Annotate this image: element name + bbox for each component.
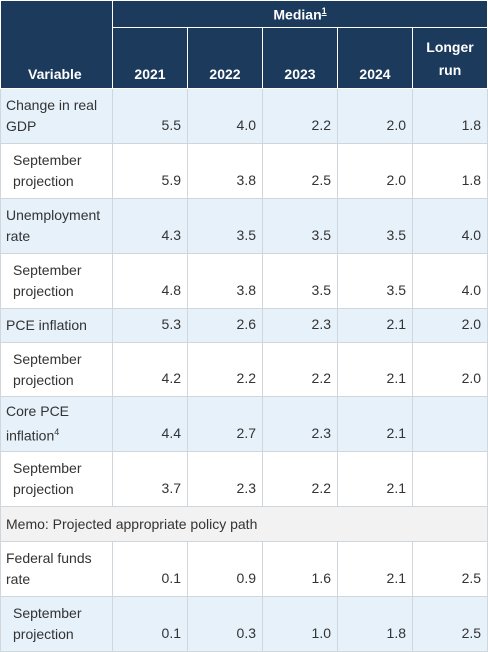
footnote-link[interactable]: 1 [321,5,327,16]
cell-value: 2.5 [411,541,488,597]
year-header-2023: 2023 [262,27,338,89]
memo-label: Memo: Projected appropriate policy path [0,506,488,542]
row-label: September projection [0,451,113,507]
table-row: Unemployment rate 4.3 3.5 3.5 3.5 4.0 [0,198,488,254]
cell-value [411,396,488,452]
row-label: Core PCE inflation4 [0,396,113,452]
memo-row: Memo: Projected appropriate policy path [0,506,488,542]
cell-value: 1.0 [262,596,338,652]
table-row: September projection 3.7 2.3 2.2 2.1 [0,451,488,507]
median-header: Median1 [111,0,488,28]
cell-value: 0.1 [112,596,188,652]
footnote-link[interactable]: 4 [54,427,60,438]
cell-value: 1.8 [411,143,488,199]
cell-value: 5.5 [112,88,188,144]
cell-value: 2.1 [337,342,413,397]
row-label: Unemployment rate [0,198,113,254]
cell-value: 0.9 [187,541,263,597]
row-label: September projection [0,253,113,309]
table-row: September projection 5.9 3.8 2.5 2.0 1.8 [0,143,488,199]
cell-value: 4.0 [411,198,488,254]
year-header-2021: 2021 [112,27,188,89]
table-row: PCE inflation 5.3 2.6 2.3 2.1 2.0 [0,308,488,343]
cell-value [411,451,488,507]
cell-value: 3.8 [187,143,263,199]
variable-header: Variable [0,0,113,89]
cell-value: 4.8 [112,253,188,309]
cell-value: 2.2 [262,342,338,397]
cell-value: 4.4 [112,396,188,452]
cell-value: 2.5 [262,143,338,199]
table-row: September projection 4.2 2.2 2.2 2.1 2.0 [0,342,488,397]
cell-value: 2.6 [187,308,263,343]
row-label: September projection [0,143,113,199]
cell-value: 2.0 [411,308,488,343]
cell-value: 2.2 [187,342,263,397]
table-row: Change in real GDP 5.5 4.0 2.2 2.0 1.8 [0,88,488,144]
cell-value: 2.0 [337,88,413,144]
cell-value: 2.2 [262,451,338,507]
cell-value: 2.7 [187,396,263,452]
cell-value: 2.0 [411,342,488,397]
cell-value: 2.3 [262,396,338,452]
cell-value: 4.2 [112,342,188,397]
row-label: Change in real GDP [0,88,113,144]
table-row: Federal funds rate 0.1 0.9 1.6 2.1 2.5 [0,541,488,597]
cell-value: 2.5 [411,596,488,652]
cell-value: 2.2 [262,88,338,144]
cell-value: 3.5 [187,198,263,254]
cell-value: 2.1 [337,396,413,452]
row-label: September projection [0,596,113,652]
cell-value: 4.0 [411,253,488,309]
cell-value: 4.0 [187,88,263,144]
cell-value: 4.3 [112,198,188,254]
table-row: September projection 0.1 0.3 1.0 1.8 2.5 [0,596,488,652]
cell-value: 3.5 [262,198,338,254]
cell-value: 2.3 [262,308,338,343]
cell-value: 2.1 [337,451,413,507]
table-row: September projection 4.8 3.8 3.5 3.5 4.0 [0,253,488,309]
cell-value: 1.8 [337,596,413,652]
year-header-2022: 2022 [187,27,263,89]
year-header-2024: 2024 [337,27,413,89]
longer-run-header: Longer run [411,27,488,89]
cell-value: 5.3 [112,308,188,343]
cell-value: 3.5 [337,253,413,309]
cell-value: 1.8 [411,88,488,144]
cell-value: 2.1 [337,308,413,343]
table-row: Core PCE inflation4 4.4 2.7 2.3 2.1 [0,396,488,452]
cell-value: 1.6 [262,541,338,597]
cell-value: 3.8 [187,253,263,309]
cell-value: 3.5 [337,198,413,254]
row-label: September projection [0,342,113,397]
cell-value: 0.3 [187,596,263,652]
cell-value: 5.9 [112,143,188,199]
cell-value: 3.7 [112,451,188,507]
cell-value: 2.3 [187,451,263,507]
cell-value: 3.5 [262,253,338,309]
row-label: PCE inflation [0,308,113,343]
row-label: Federal funds rate [0,541,113,597]
cell-value: 0.1 [112,541,188,597]
cell-value: 2.0 [337,143,413,199]
cell-value: 2.1 [337,541,413,597]
